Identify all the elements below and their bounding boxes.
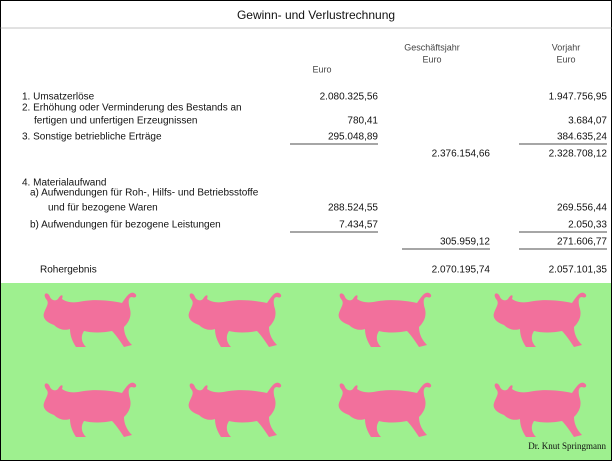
col-header: Euro bbox=[556, 54, 575, 64]
col-header: Vorjahr bbox=[552, 42, 581, 52]
amount: 780,41 bbox=[347, 116, 378, 127]
amount: 305.959,12 bbox=[440, 237, 490, 248]
amount: 7.434,57 bbox=[339, 220, 378, 231]
row-label: 1. Umsatzerlöse bbox=[22, 92, 95, 103]
amount: 2.050,33 bbox=[568, 220, 607, 231]
amount: 288.524,55 bbox=[328, 203, 378, 214]
row-label: 4. Materialaufwand bbox=[22, 178, 107, 189]
amount: 2.080.325,56 bbox=[320, 92, 379, 103]
amount: 2.328.708,12 bbox=[549, 149, 608, 160]
title: Gewinn- und Verlustrechnung bbox=[237, 8, 395, 22]
amount: 2.057.101,35 bbox=[549, 265, 608, 276]
amount: 3.684,07 bbox=[568, 116, 607, 127]
amount: 1.947.756,95 bbox=[549, 92, 608, 103]
amount: 269.556,44 bbox=[557, 203, 607, 214]
amount: 271.606,77 bbox=[557, 237, 607, 248]
amount: 384.635,24 bbox=[557, 132, 607, 143]
row-label: 2. Erhöhung oder Verminderung des Bestan… bbox=[22, 103, 242, 114]
row-label: fertigen und unfertigen Erzeugnissen bbox=[34, 116, 197, 127]
col-header: Geschäftsjahr bbox=[404, 42, 460, 52]
row-label: Rohergebnis bbox=[40, 265, 97, 276]
col-header: Euro bbox=[312, 64, 331, 74]
amount: 2.376.154,66 bbox=[432, 149, 491, 160]
col-header: Euro bbox=[422, 54, 441, 64]
row-label: 3. Sonstige betriebliche Erträge bbox=[22, 132, 162, 143]
amount: 2.070.195,74 bbox=[432, 265, 491, 276]
signature: Dr. Knut Springmann bbox=[528, 441, 606, 451]
row-label: und für bezogene Waren bbox=[48, 203, 158, 214]
row-label: b) Aufwendungen für bezogene Leistungen bbox=[30, 220, 221, 231]
amount: 295.048,89 bbox=[328, 132, 378, 143]
row-label: a) Aufwendungen für Roh-, Hilfs- und Bet… bbox=[30, 188, 259, 199]
